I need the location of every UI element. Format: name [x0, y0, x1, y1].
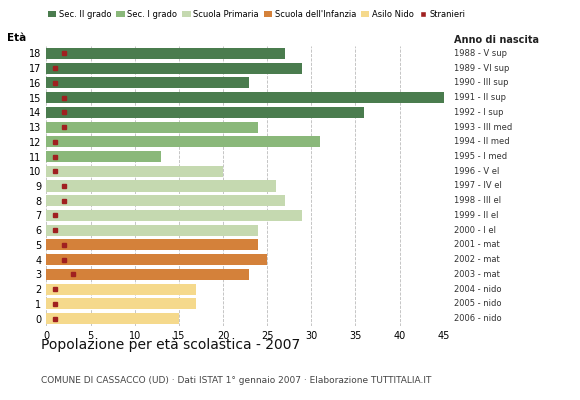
- Bar: [46, 210, 302, 221]
- Bar: [46, 313, 179, 324]
- Bar: [46, 240, 258, 250]
- Text: 2004 - nido: 2004 - nido: [454, 285, 502, 294]
- Bar: [46, 180, 276, 192]
- Bar: [46, 254, 267, 265]
- Text: 2002 - mat: 2002 - mat: [454, 255, 500, 264]
- Bar: [46, 48, 285, 59]
- Text: COMUNE DI CASSACCO (UD) · Dati ISTAT 1° gennaio 2007 · Elaborazione TUTTITALIA.I: COMUNE DI CASSACCO (UD) · Dati ISTAT 1° …: [41, 376, 431, 385]
- Text: 2001 - mat: 2001 - mat: [454, 240, 500, 250]
- Text: 1991 - II sup: 1991 - II sup: [454, 93, 506, 102]
- Legend: Sec. II grado, Sec. I grado, Scuola Primaria, Scuola dell'Infanzia, Asilo Nido, : Sec. II grado, Sec. I grado, Scuola Prim…: [45, 6, 469, 22]
- Bar: [46, 136, 320, 147]
- Text: 1999 - II el: 1999 - II el: [454, 211, 499, 220]
- Text: 1995 - I med: 1995 - I med: [454, 152, 508, 161]
- Text: 1994 - II med: 1994 - II med: [454, 137, 510, 146]
- Bar: [46, 195, 285, 206]
- Text: 1990 - III sup: 1990 - III sup: [454, 78, 509, 87]
- Text: 1988 - V sup: 1988 - V sup: [454, 49, 507, 58]
- Bar: [46, 284, 197, 295]
- Bar: [46, 62, 302, 74]
- Text: 1993 - III med: 1993 - III med: [454, 122, 512, 132]
- Text: Popolazione per età scolastica - 2007: Popolazione per età scolastica - 2007: [41, 338, 300, 352]
- Bar: [46, 269, 249, 280]
- Text: Età: Età: [6, 33, 26, 43]
- Text: 2003 - mat: 2003 - mat: [454, 270, 500, 279]
- Bar: [46, 122, 258, 132]
- Bar: [46, 107, 364, 118]
- Bar: [46, 77, 249, 88]
- Text: 1992 - I sup: 1992 - I sup: [454, 108, 503, 117]
- Text: Anno di nascita: Anno di nascita: [454, 35, 539, 45]
- Text: 2000 - I el: 2000 - I el: [454, 226, 496, 235]
- Bar: [46, 166, 223, 177]
- Text: 1998 - III el: 1998 - III el: [454, 196, 501, 205]
- Text: 2006 - nido: 2006 - nido: [454, 314, 502, 323]
- Bar: [46, 225, 258, 236]
- Bar: [46, 298, 197, 310]
- Bar: [46, 92, 444, 103]
- Text: 1997 - IV el: 1997 - IV el: [454, 182, 502, 190]
- Text: 1996 - V el: 1996 - V el: [454, 167, 499, 176]
- Bar: [46, 151, 161, 162]
- Text: 1989 - VI sup: 1989 - VI sup: [454, 64, 509, 73]
- Text: 2005 - nido: 2005 - nido: [454, 299, 502, 308]
